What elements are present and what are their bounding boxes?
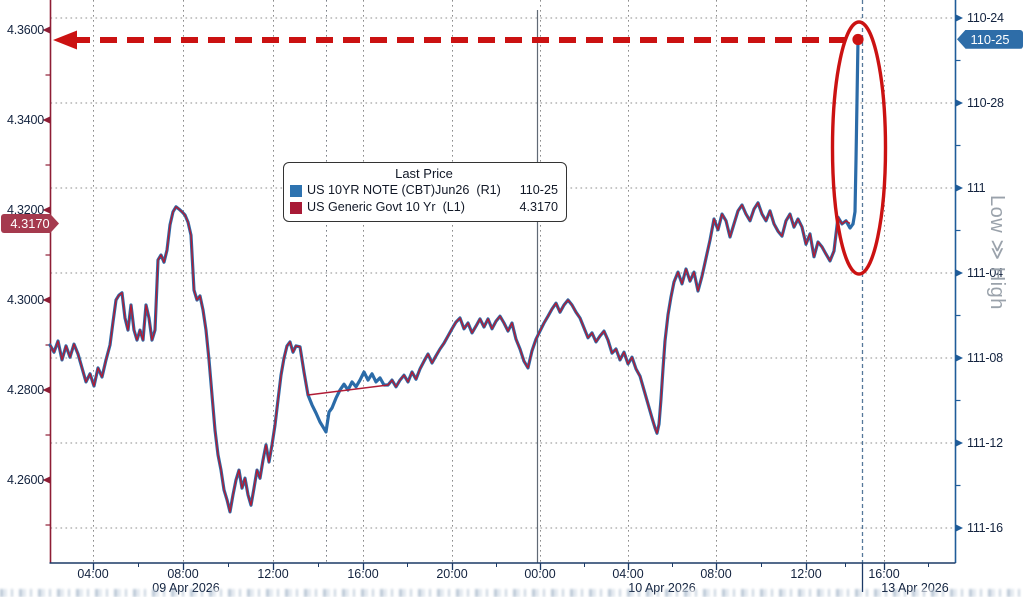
x-axis-tick-label: 12:00	[257, 567, 289, 581]
right-axis-side-label: Low ≫ High	[986, 195, 1010, 385]
futures-series-swatch	[290, 184, 302, 197]
govt-series-label: US Generic Govt 10 Yr	[307, 200, 436, 214]
right-axis-tick-label: 111-12	[967, 436, 1003, 450]
gridlines	[50, 0, 956, 592]
legend-row-govt[interactable]: US Generic Govt 10 Yr (L1) 4.3170	[290, 199, 558, 216]
x-axis-tick-label: 04:00	[77, 567, 109, 581]
govt-axis-tag: (L1)	[442, 200, 465, 214]
left-axis-tick-label: 4.3200	[6, 203, 44, 217]
right-axis-tick-label: 110-28	[967, 96, 1004, 110]
annotations	[53, 20, 888, 276]
x-axis-tick-label: 08:00	[167, 567, 199, 581]
dashed-arrow-head	[53, 30, 77, 50]
right-tick-arrow	[955, 269, 963, 277]
left-axis-tick-label: 4.2800	[6, 383, 44, 397]
right-axis-tick-label: 111	[967, 181, 986, 195]
right-tick-arrow	[955, 524, 963, 532]
right-axis-tick-label: 111-04	[967, 266, 1003, 280]
govt-yield-line	[49, 202, 851, 513]
right-tick-arrow	[955, 354, 963, 362]
legend-title: Last Price	[395, 166, 453, 181]
spike-highlight-ellipse	[830, 20, 888, 276]
right-axis-tick-label: 111-08	[967, 351, 1003, 365]
right-axis-tick-label: 110-24	[967, 11, 1004, 25]
cropped-bottom-text-strip	[0, 589, 1025, 597]
futures-last-price: 110-25	[519, 183, 558, 197]
right-tick-arrow	[955, 184, 963, 192]
right-tick-arrow	[955, 439, 963, 447]
futures-axis-tag: (R1)	[476, 183, 501, 197]
legend-box[interactable]: Last Price US 10YR NOTE (CBT)Jun26 (R1) …	[283, 162, 567, 222]
left-tick-arrow	[42, 26, 51, 34]
x-axis-tick-label: 08:00	[700, 567, 732, 581]
x-axis-tick-label: 04:00	[612, 567, 644, 581]
left-tick-arrow	[42, 476, 51, 484]
govt-last-yield: 4.3170	[519, 200, 558, 214]
left-tick-arrow	[42, 296, 51, 304]
yield-last-value-badge: 4.3170	[1, 214, 59, 233]
futures-series-label: US 10YR NOTE (CBT)Jun26	[307, 183, 470, 197]
right-tick-arrow	[955, 99, 963, 107]
legend-row-futures[interactable]: US 10YR NOTE (CBT)Jun26 (R1) 110-25	[290, 182, 558, 199]
x-axis-tick-label: 12:00	[790, 567, 822, 581]
low-high-label: Low ≫ High	[986, 195, 1008, 310]
govt-series-swatch	[290, 201, 302, 214]
left-axis-tick-label: 4.3400	[6, 113, 44, 127]
right-tick-arrow	[955, 14, 963, 22]
x-axis-tick-label: 16:00	[347, 567, 379, 581]
x-axis-tick-label: 16:00	[868, 567, 900, 581]
left-tick-arrow	[42, 116, 51, 124]
x-axis-tick-label: 20:00	[436, 567, 468, 581]
left-axis-tick-label: 4.2600	[6, 473, 44, 487]
spike-end-dot	[852, 33, 864, 46]
series-lines	[48, 37, 860, 514]
price-last-value-badge: 110-25	[957, 29, 1023, 49]
right-axis-tick-label: 111-16	[967, 521, 1003, 535]
x-axis-tick-label: 00:00	[524, 567, 556, 581]
left-tick-arrow	[42, 206, 51, 214]
futures-price-line	[48, 37, 860, 514]
left-tick-arrow	[42, 386, 51, 394]
left-axis-tick-label: 4.3000	[6, 293, 44, 307]
axes	[42, 0, 963, 570]
left-axis-tick-label: 4.3600	[6, 23, 44, 37]
